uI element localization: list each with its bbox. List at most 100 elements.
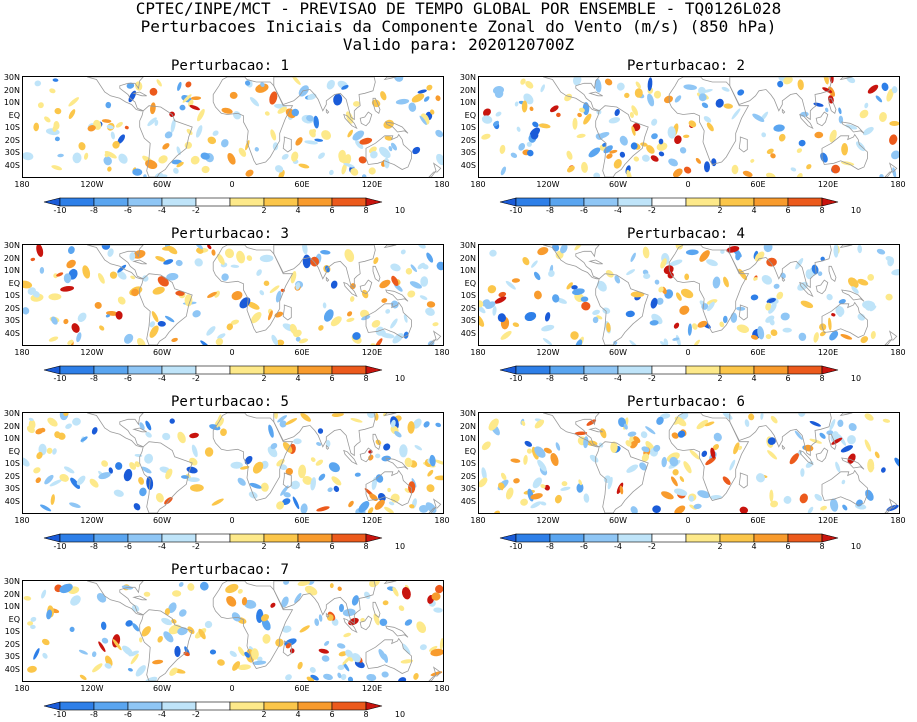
perturbation-blob — [379, 279, 391, 289]
perturbation-blob — [50, 494, 55, 506]
perturbation-blob — [274, 413, 278, 419]
colorbar-tick-label: -8 — [546, 542, 554, 551]
colorbar-swatch — [59, 533, 95, 543]
perturbation-blob — [426, 484, 435, 493]
colorbar-swatch — [263, 197, 299, 207]
colorbar-min-arrow — [499, 533, 517, 543]
perturbation-blob — [683, 134, 690, 139]
perturbation-blob — [231, 291, 243, 301]
perturbation-blob — [596, 280, 607, 292]
colorbar-tick-label: -6 — [124, 710, 132, 719]
perturbation-blob — [297, 661, 303, 670]
perturbation-blob — [696, 419, 709, 430]
colorbar-tick-label: 6 — [785, 374, 791, 383]
perturbation-blob — [101, 637, 109, 644]
perturbation-blob — [342, 608, 356, 617]
perturbation-blob — [325, 440, 331, 447]
colorbar-tick-label: -10 — [509, 374, 523, 383]
lon-tick-label: 120W — [80, 180, 104, 189]
perturbation-blob — [177, 431, 186, 444]
perturbation-blob — [91, 427, 98, 435]
panel-title: Perturbacao: 4 — [626, 226, 745, 242]
perturbation-blob — [833, 245, 839, 258]
lat-tick-label: 20S — [4, 471, 20, 481]
coastline — [132, 259, 147, 265]
coastline — [588, 427, 603, 433]
perturbation-blob — [143, 591, 151, 597]
colorbar-tick-label: 4 — [295, 542, 301, 551]
perturbation-blob — [430, 109, 435, 115]
perturbation-blob — [744, 419, 750, 427]
perturbation-blob — [840, 333, 853, 340]
coastline — [828, 433, 837, 450]
perturbation-blob — [404, 619, 413, 626]
perturbation-blob — [89, 478, 99, 488]
perturbation-blob — [572, 117, 578, 130]
perturbation-blob — [117, 264, 127, 273]
perturbation-blob — [798, 413, 806, 417]
perturbation-blob — [669, 259, 683, 267]
perturbation-blob — [672, 168, 683, 177]
perturbation-blob — [314, 618, 320, 627]
perturbation-blob — [69, 502, 81, 509]
perturbation-blob — [566, 165, 575, 173]
perturbation-blob — [354, 660, 365, 669]
perturbation-blob — [720, 249, 725, 254]
colorbar-tick-label: -6 — [124, 206, 132, 215]
colorbar-tick-label: 6 — [329, 542, 335, 551]
lat-tick-label: 30S — [4, 316, 20, 325]
perturbation-blob — [44, 116, 51, 123]
perturbation-blob — [862, 126, 874, 136]
perturbation-blob — [200, 340, 210, 345]
perturbation-blob — [629, 112, 634, 118]
perturbation-blob — [347, 129, 354, 138]
coastline — [273, 581, 376, 625]
perturbation-blob — [128, 650, 140, 657]
perturbation-blob — [304, 140, 318, 145]
perturbation-blob — [549, 105, 559, 113]
perturbation-blob — [593, 172, 601, 177]
perturbation-blob — [498, 291, 507, 298]
perturbation-blob — [857, 245, 863, 254]
perturbation-blob — [115, 311, 123, 320]
perturbation-blob — [402, 643, 411, 655]
colorbar-swatch — [583, 533, 619, 543]
perturbation-blob — [674, 505, 686, 513]
perturbation-blob — [797, 79, 804, 91]
colorbar-tick-label: -6 — [580, 542, 588, 551]
perturbation-blob — [87, 125, 96, 132]
perturbation-blob — [645, 426, 656, 435]
perturbation-blob — [731, 108, 741, 120]
perturbation-blob — [671, 432, 679, 439]
perturbation-blob — [392, 333, 404, 344]
perturbation-blob — [142, 275, 149, 282]
lat-tick-label: 20S — [4, 135, 20, 145]
perturbation-blob — [526, 448, 533, 454]
perturbation-blob — [826, 293, 833, 301]
lon-tick-label: 180 — [890, 516, 906, 525]
perturbation-blob — [520, 78, 526, 85]
perturbation-blob — [773, 283, 780, 289]
coastline — [359, 447, 373, 463]
perturbation-blob — [752, 113, 765, 123]
perturbation-blob — [225, 248, 234, 259]
perturbation-blob — [796, 148, 803, 154]
perturbation-blob — [867, 84, 879, 94]
perturbation-blob — [857, 313, 866, 321]
perturbation-blob — [318, 152, 325, 159]
perturbation-blob — [184, 294, 193, 307]
coastline — [383, 245, 397, 249]
perturbation-blob — [270, 443, 278, 450]
perturbation-blob — [36, 245, 44, 257]
coastline — [343, 281, 358, 298]
perturbation-blob — [603, 475, 611, 484]
perturbation-blob — [800, 300, 814, 309]
lat-tick-label: 30S — [4, 148, 20, 157]
perturbation-blob — [190, 484, 204, 492]
perturbation-blob — [649, 320, 659, 326]
lat-tick-label: 40S — [4, 160, 20, 170]
perturbation-blob — [522, 257, 530, 266]
perturbation-blob — [188, 99, 194, 107]
perturbation-blob — [204, 620, 213, 629]
colorbar-tick-label: 10 — [850, 542, 862, 551]
